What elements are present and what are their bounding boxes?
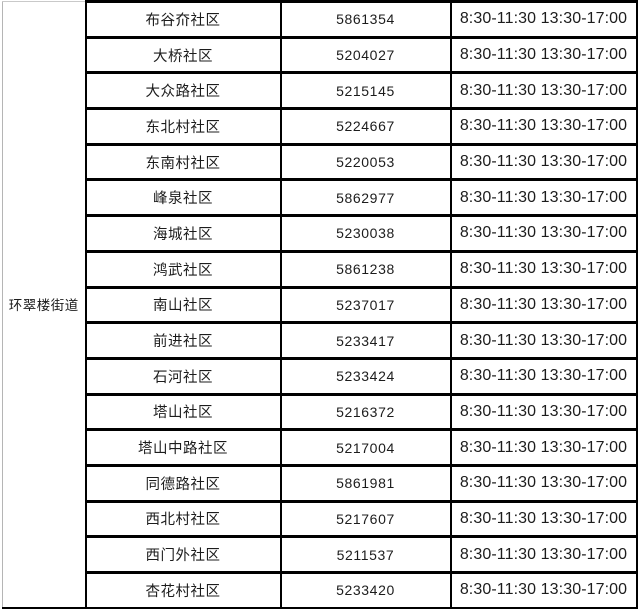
phone-number-cell: 5861238 [279,249,452,289]
table-row: 塔山社区 5216372 8:30-11:30 13:30-17:00 [3,392,638,432]
phone-number-cell: 5211537 [279,535,452,574]
service-hours-cell: 8:30-11:30 13:30-17:00 [449,71,638,111]
table-row: 西北村社区 5217607 8:30-11:30 13:30-17:00 [3,499,638,539]
community-name-cell: 石河社区 [84,356,282,396]
service-hours-cell: 8:30-11:30 13:30-17:00 [449,321,638,360]
community-name-cell: 塔山中路社区 [84,428,282,467]
service-hours-cell: 8:30-11:30 13:30-17:00 [449,499,638,539]
community-name-cell: 海城社区 [84,214,282,253]
service-hours-cell: 8:30-11:30 13:30-17:00 [449,35,638,75]
phone-number-cell: 5217004 [279,428,452,467]
community-name-cell: 南山社区 [84,285,282,325]
service-hours-cell: 8:30-11:30 13:30-17:00 [449,392,638,432]
community-name-cell: 东北村社区 [84,107,282,146]
table-row: 大众路社区 5215145 8:30-11:30 13:30-17:00 [3,71,638,111]
phone-number-cell: 5224667 [279,107,452,146]
service-hours-cell: 8:30-11:30 13:30-17:00 [449,107,638,146]
community-name-cell: 鸿武社区 [84,249,282,289]
service-hours-cell: 8:30-11:30 13:30-17:00 [449,178,638,218]
table-row: 东南村社区 5220053 8:30-11:30 13:30-17:00 [3,142,638,182]
service-hours-cell: 8:30-11:30 13:30-17:00 [449,535,638,574]
phone-number-cell: 5861981 [279,463,452,503]
phone-number-cell: 5204027 [279,35,452,75]
phone-number-cell: 5215145 [279,71,452,111]
phone-number-cell: 5862977 [279,178,452,218]
phone-number-cell: 5861354 [279,0,452,39]
community-name-cell: 峰泉社区 [84,178,282,218]
phone-number-cell: 5230038 [279,214,452,253]
table-row: 同德路社区 5861981 8:30-11:30 13:30-17:00 [3,463,638,503]
table-row: 杏花村社区 5233420 8:30-11:30 13:30-17:00 [3,571,638,609]
phone-number-cell: 5233424 [279,356,452,396]
table-row: 峰泉社区 5862977 8:30-11:30 13:30-17:00 [3,178,638,218]
service-hours-cell: 8:30-11:30 13:30-17:00 [449,285,638,325]
table-row: 南山社区 5237017 8:30-11:30 13:30-17:00 [3,285,638,325]
phone-number-cell: 5217607 [279,499,452,539]
table-row: 鸿武社区 5861238 8:30-11:30 13:30-17:00 [3,249,638,289]
table-row: 西门外社区 5211537 8:30-11:30 13:30-17:00 [3,535,638,574]
community-name-cell: 杏花村社区 [84,571,282,609]
street-name-cell: 环翠楼街道 [2,1,87,609]
community-name-cell: 前进社区 [84,321,282,360]
service-hours-cell: 8:30-11:30 13:30-17:00 [449,463,638,503]
community-name-cell: 大众路社区 [84,71,282,111]
service-hours-cell: 8:30-11:30 13:30-17:00 [449,214,638,253]
table-row: 东北村社区 5224667 8:30-11:30 13:30-17:00 [3,107,638,146]
service-hours-cell: 8:30-11:30 13:30-17:00 [449,0,638,39]
service-hours-cell: 8:30-11:30 13:30-17:00 [449,142,638,182]
service-hours-cell: 8:30-11:30 13:30-17:00 [449,356,638,396]
phone-number-cell: 5216372 [279,392,452,432]
community-name-cell: 东南村社区 [84,142,282,182]
table-row: 塔山中路社区 5217004 8:30-11:30 13:30-17:00 [3,428,638,467]
table-row: 前进社区 5233417 8:30-11:30 13:30-17:00 [3,321,638,360]
table-row: 大桥社区 5204027 8:30-11:30 13:30-17:00 [3,35,638,75]
table-row: 石河社区 5233424 8:30-11:30 13:30-17:00 [3,356,638,396]
phone-number-cell: 5233417 [279,321,452,360]
phone-number-cell: 5220053 [279,142,452,182]
table-row: 海城社区 5230038 8:30-11:30 13:30-17:00 [3,214,638,253]
service-hours-cell: 8:30-11:30 13:30-17:00 [449,249,638,289]
phone-number-cell: 5237017 [279,285,452,325]
community-name-cell: 塔山社区 [84,392,282,432]
community-name-cell: 西门外社区 [84,535,282,574]
community-name-cell: 同德路社区 [84,463,282,503]
service-hours-cell: 8:30-11:30 13:30-17:00 [449,428,638,467]
community-name-cell: 大桥社区 [84,35,282,75]
phone-number-cell: 5233420 [279,571,452,609]
community-name-cell: 布谷夼社区 [84,0,282,39]
community-name-cell: 西北村社区 [84,499,282,539]
service-hours-cell: 8:30-11:30 13:30-17:00 [449,571,638,609]
